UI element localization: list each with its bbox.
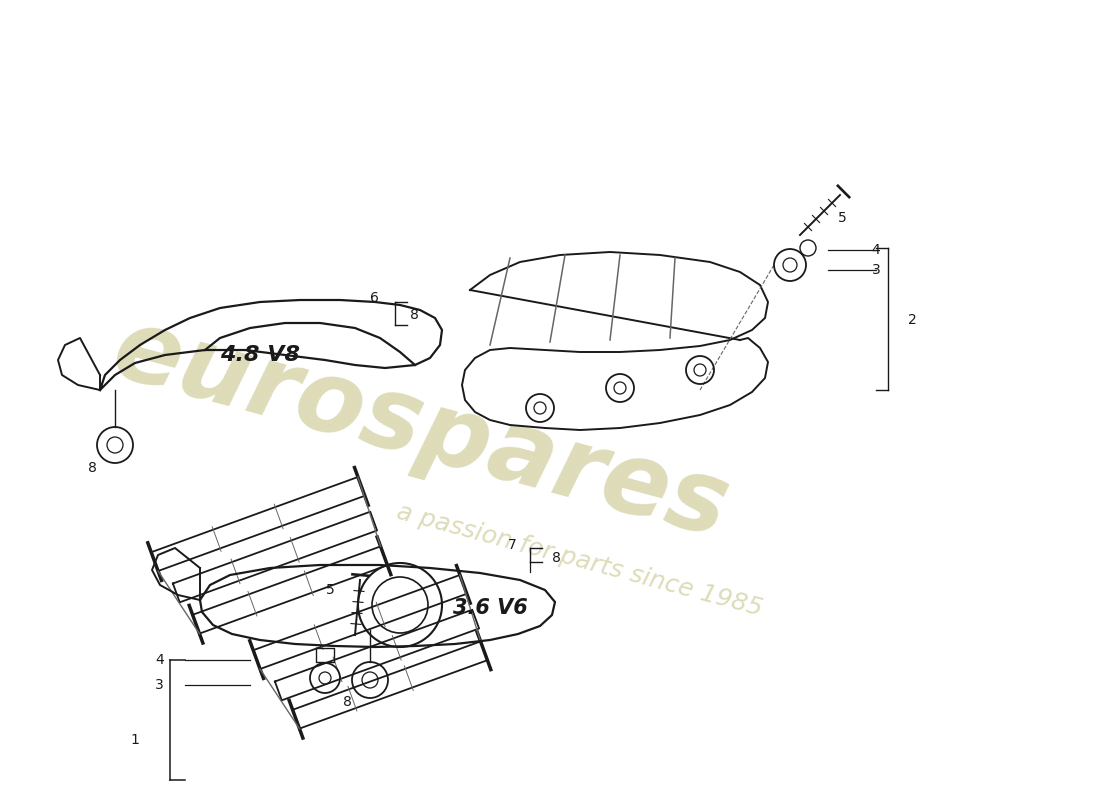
Text: 3.6 V6: 3.6 V6 <box>452 598 527 618</box>
Text: eurospares: eurospares <box>102 302 738 558</box>
Text: 8: 8 <box>88 461 97 475</box>
Text: 2: 2 <box>908 313 916 327</box>
Text: 4: 4 <box>871 243 880 257</box>
Text: 1: 1 <box>130 733 139 747</box>
Text: 5: 5 <box>326 583 334 597</box>
Text: a passion for parts since 1985: a passion for parts since 1985 <box>395 499 766 621</box>
Text: 7: 7 <box>507 538 516 552</box>
Text: 3: 3 <box>871 263 880 277</box>
Text: 5: 5 <box>838 211 847 225</box>
Text: 4.8 V8: 4.8 V8 <box>220 345 300 365</box>
Text: 8: 8 <box>552 551 561 565</box>
Text: 8: 8 <box>410 308 419 322</box>
Text: 4: 4 <box>155 653 164 667</box>
Text: 8: 8 <box>343 695 352 709</box>
Text: 6: 6 <box>370 291 378 305</box>
Text: 3: 3 <box>155 678 164 692</box>
